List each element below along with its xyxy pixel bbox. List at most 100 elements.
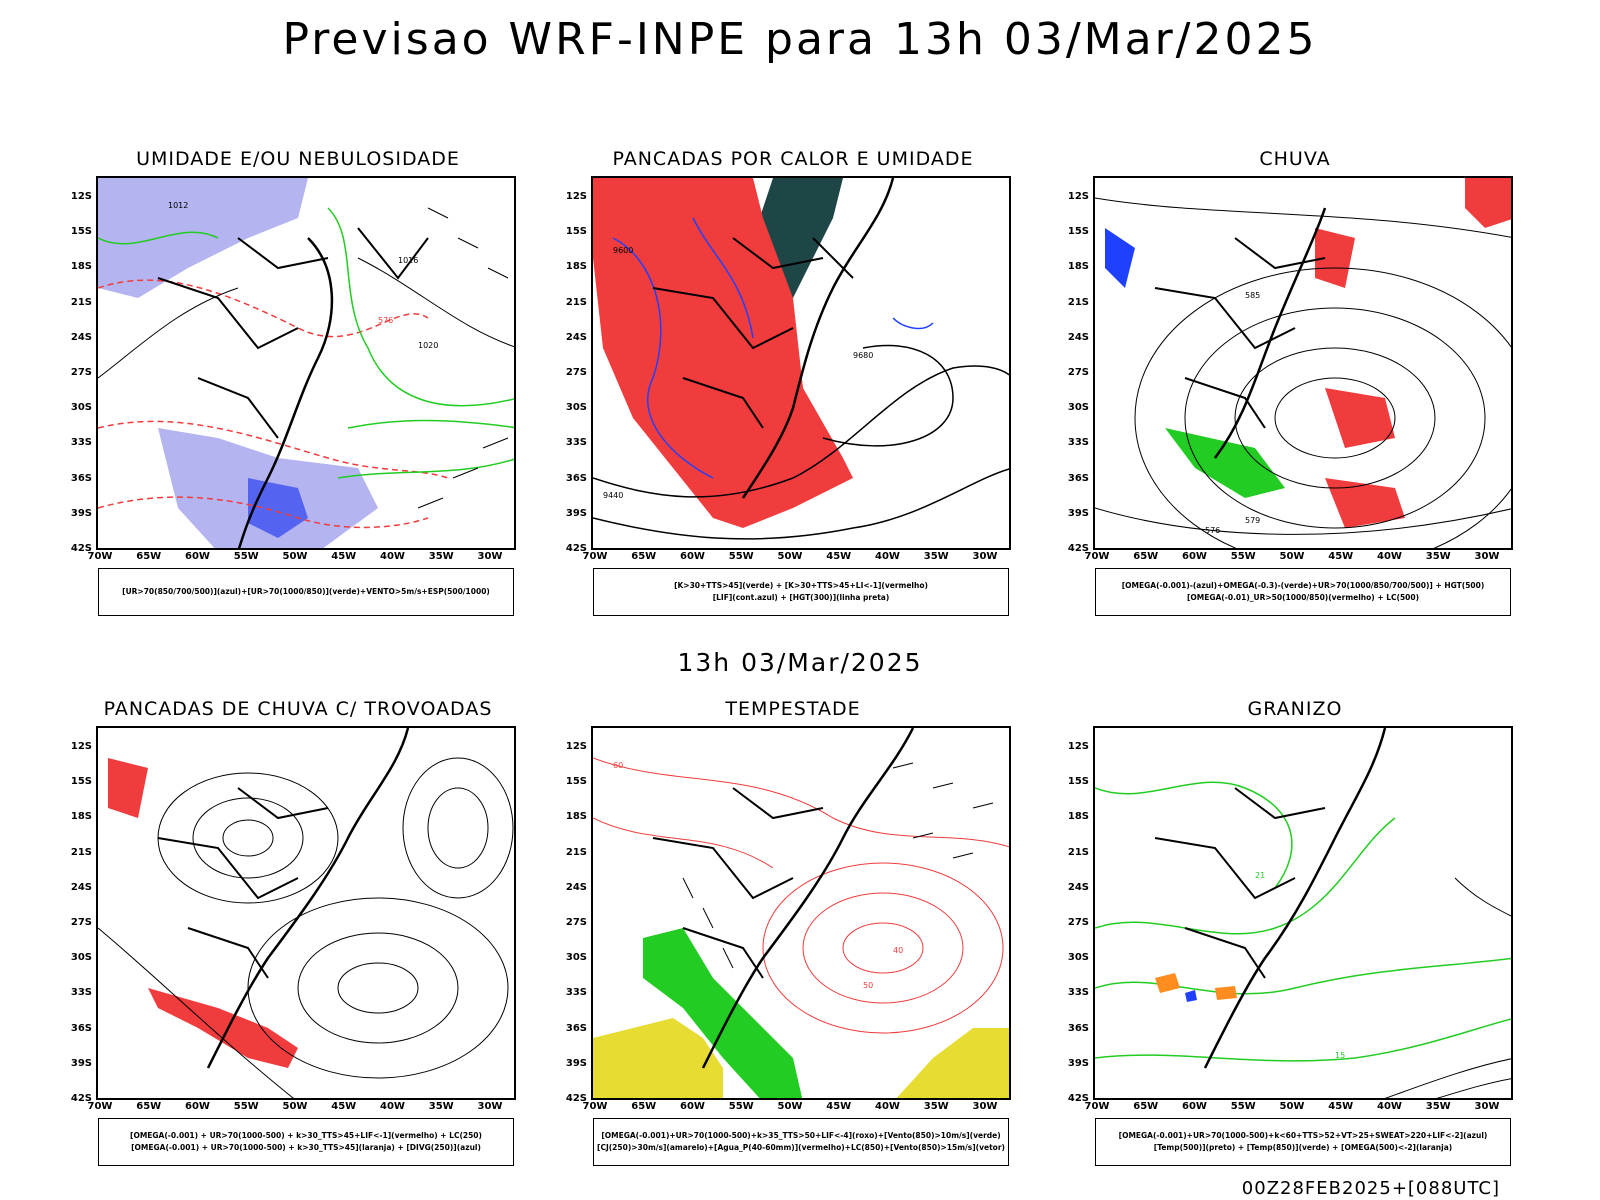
lon-tick-label: 50W xyxy=(1279,1101,1305,1112)
temp500-contours xyxy=(1384,877,1511,1098)
lat-tick-label: 21S xyxy=(70,296,92,308)
contour-label: 576 xyxy=(1205,526,1220,535)
lon-tick-label: 60W xyxy=(185,551,210,562)
lon-tick-label: 40W xyxy=(875,551,900,562)
lon-tick-label: 40W xyxy=(1377,1101,1402,1112)
lat-tick-label: 42S xyxy=(70,1093,92,1104)
lon-tick-label: 30W xyxy=(972,1101,998,1112)
lon-tick-label: 50W xyxy=(282,1101,308,1112)
lon-tick-label: 30W xyxy=(477,1101,503,1112)
lat-tick-label: 27S xyxy=(1067,917,1089,928)
lat-tick-label: 33S xyxy=(1067,437,1089,449)
lat-tick-label: 24S xyxy=(70,881,92,893)
lat-tick-label: 15S xyxy=(565,776,587,788)
hgt-contour-2 xyxy=(593,468,1009,540)
lon-tick-label: 70W xyxy=(582,551,608,562)
lat-tick-label: 18S xyxy=(1067,261,1089,273)
lon-tick-label: 55W xyxy=(233,1101,259,1112)
lat-tick-label: 39S xyxy=(565,507,587,519)
contour-label: 21 xyxy=(1255,871,1265,880)
main-title: Previsao WRF-INPE para 13h 03/Mar/2025 xyxy=(282,14,1318,65)
lat-tick-label: 18S xyxy=(70,261,92,273)
lon-tick-label: 65W xyxy=(1133,551,1159,562)
lon-tick-label: 55W xyxy=(1230,1101,1256,1112)
pressure-isobar xyxy=(98,257,514,379)
map-umidade: 1012 1016 1020 576 xyxy=(96,176,516,550)
lat-tick-label: 30S xyxy=(565,402,587,414)
lat-tick-label: 15S xyxy=(1067,776,1089,788)
lon-tick-label: 35W xyxy=(1425,1101,1451,1112)
red-rain-area-3 xyxy=(1325,388,1395,448)
lat-tick-label: 27S xyxy=(565,917,587,928)
lon-tick-label: 45W xyxy=(1328,551,1354,562)
lat-tick-label: 30S xyxy=(1067,402,1089,414)
lat-tick-label: 36S xyxy=(1067,472,1089,484)
legend-pancadas-trovoadas: [OMEGA(-0.001) + UR>70(1000-500) + k>30_… xyxy=(98,1118,514,1166)
contour-label: 9440 xyxy=(603,491,623,500)
lat-tick-label: 33S xyxy=(70,437,92,449)
wind-vectors xyxy=(682,762,994,969)
legend-tempestade: [OMEGA(-0.001)+UR>70(1000-500)+k>35_TTS>… xyxy=(593,1118,1009,1166)
contour-label: 576 xyxy=(378,316,393,325)
lat-tick-label: 42S xyxy=(565,543,587,554)
lat-tick-label: 18S xyxy=(565,261,587,273)
wind-arrows xyxy=(417,207,509,509)
jet-yellow-area-east xyxy=(896,1028,1009,1098)
lat-tick-label: 12S xyxy=(70,191,92,202)
lon-tick-label: 65W xyxy=(631,551,657,562)
lon-tick-label: 30W xyxy=(1474,551,1500,562)
red-storm-area xyxy=(148,988,298,1068)
lon-tick-label: 65W xyxy=(1133,1101,1159,1112)
map-tempestade: 40 50 60 xyxy=(591,726,1011,1100)
hgt-contour-3 xyxy=(822,344,954,447)
green-contour xyxy=(98,207,514,407)
borders xyxy=(652,787,824,979)
lat-tick-label: 33S xyxy=(565,987,587,999)
lat-tick-label: 39S xyxy=(70,507,92,519)
lat-tick-label: 24S xyxy=(1067,331,1089,343)
lat-tick-label: 42S xyxy=(1067,543,1089,554)
lat-tick-label: 39S xyxy=(565,1057,587,1069)
panel-title-umidade: UMIDADE E/OU NEBULOSIDADE xyxy=(136,148,460,170)
lon-tick-label: 50W xyxy=(1279,551,1305,562)
lat-tick-label: 30S xyxy=(70,952,92,964)
contour-label: 585 xyxy=(1245,291,1260,300)
middle-time: 13h 03/Mar/2025 xyxy=(677,648,923,677)
lat-tick-label: 21S xyxy=(565,846,587,858)
borders xyxy=(1154,237,1326,429)
lon-tick-label: 50W xyxy=(777,551,803,562)
lon-tick-label: 50W xyxy=(282,551,308,562)
lat-tick-label: 15S xyxy=(70,226,92,238)
lat-tick-label: 27S xyxy=(70,917,92,928)
lon-tick-label: 40W xyxy=(1377,551,1402,562)
lat-tick-label: 36S xyxy=(1067,1022,1089,1034)
contour-label: 50 xyxy=(863,981,873,990)
lat-tick-label: 12S xyxy=(565,191,587,202)
contour-label: 579 xyxy=(1245,516,1260,525)
contour-label: 1020 xyxy=(418,341,438,350)
lon-tick-label: 45W xyxy=(1328,1101,1354,1112)
panel-title-pancadas-trovoadas: PANCADAS DE CHUVA C/ TROVOADAS xyxy=(103,698,493,720)
lat-tick-label: 33S xyxy=(565,437,587,449)
lat-tick-label: 12S xyxy=(1067,741,1089,752)
orange-omega-spots xyxy=(1155,973,1237,1000)
lon-tick-label: 35W xyxy=(428,1101,454,1112)
lat-tick-label: 24S xyxy=(1067,881,1089,893)
lon-tick-label: 40W xyxy=(380,1101,405,1112)
lat-tick-label: 36S xyxy=(70,1022,92,1034)
wind-green-area xyxy=(643,928,803,1098)
coastline xyxy=(237,237,334,548)
contour-label: 60 xyxy=(613,761,623,770)
lon-tick-label: 40W xyxy=(875,1101,900,1112)
lon-tick-label: 45W xyxy=(826,551,852,562)
coastline xyxy=(1203,728,1387,1069)
legend-chuva: [OMEGA(-0.001)-(azul)+OMEGA(-0.3)-(verde… xyxy=(1095,568,1511,616)
lat-tick-label: 24S xyxy=(565,331,587,343)
panel-title-tempestade: TEMPESTADE xyxy=(725,698,861,720)
lon-tick-label: 30W xyxy=(1474,1101,1500,1112)
lat-tick-label: 39S xyxy=(1067,507,1089,519)
lat-tick-label: 33S xyxy=(1067,987,1089,999)
map-granizo: 15 21 xyxy=(1093,726,1513,1100)
lon-tick-label: 55W xyxy=(728,1101,754,1112)
blue-rain-dots xyxy=(1105,228,1135,288)
